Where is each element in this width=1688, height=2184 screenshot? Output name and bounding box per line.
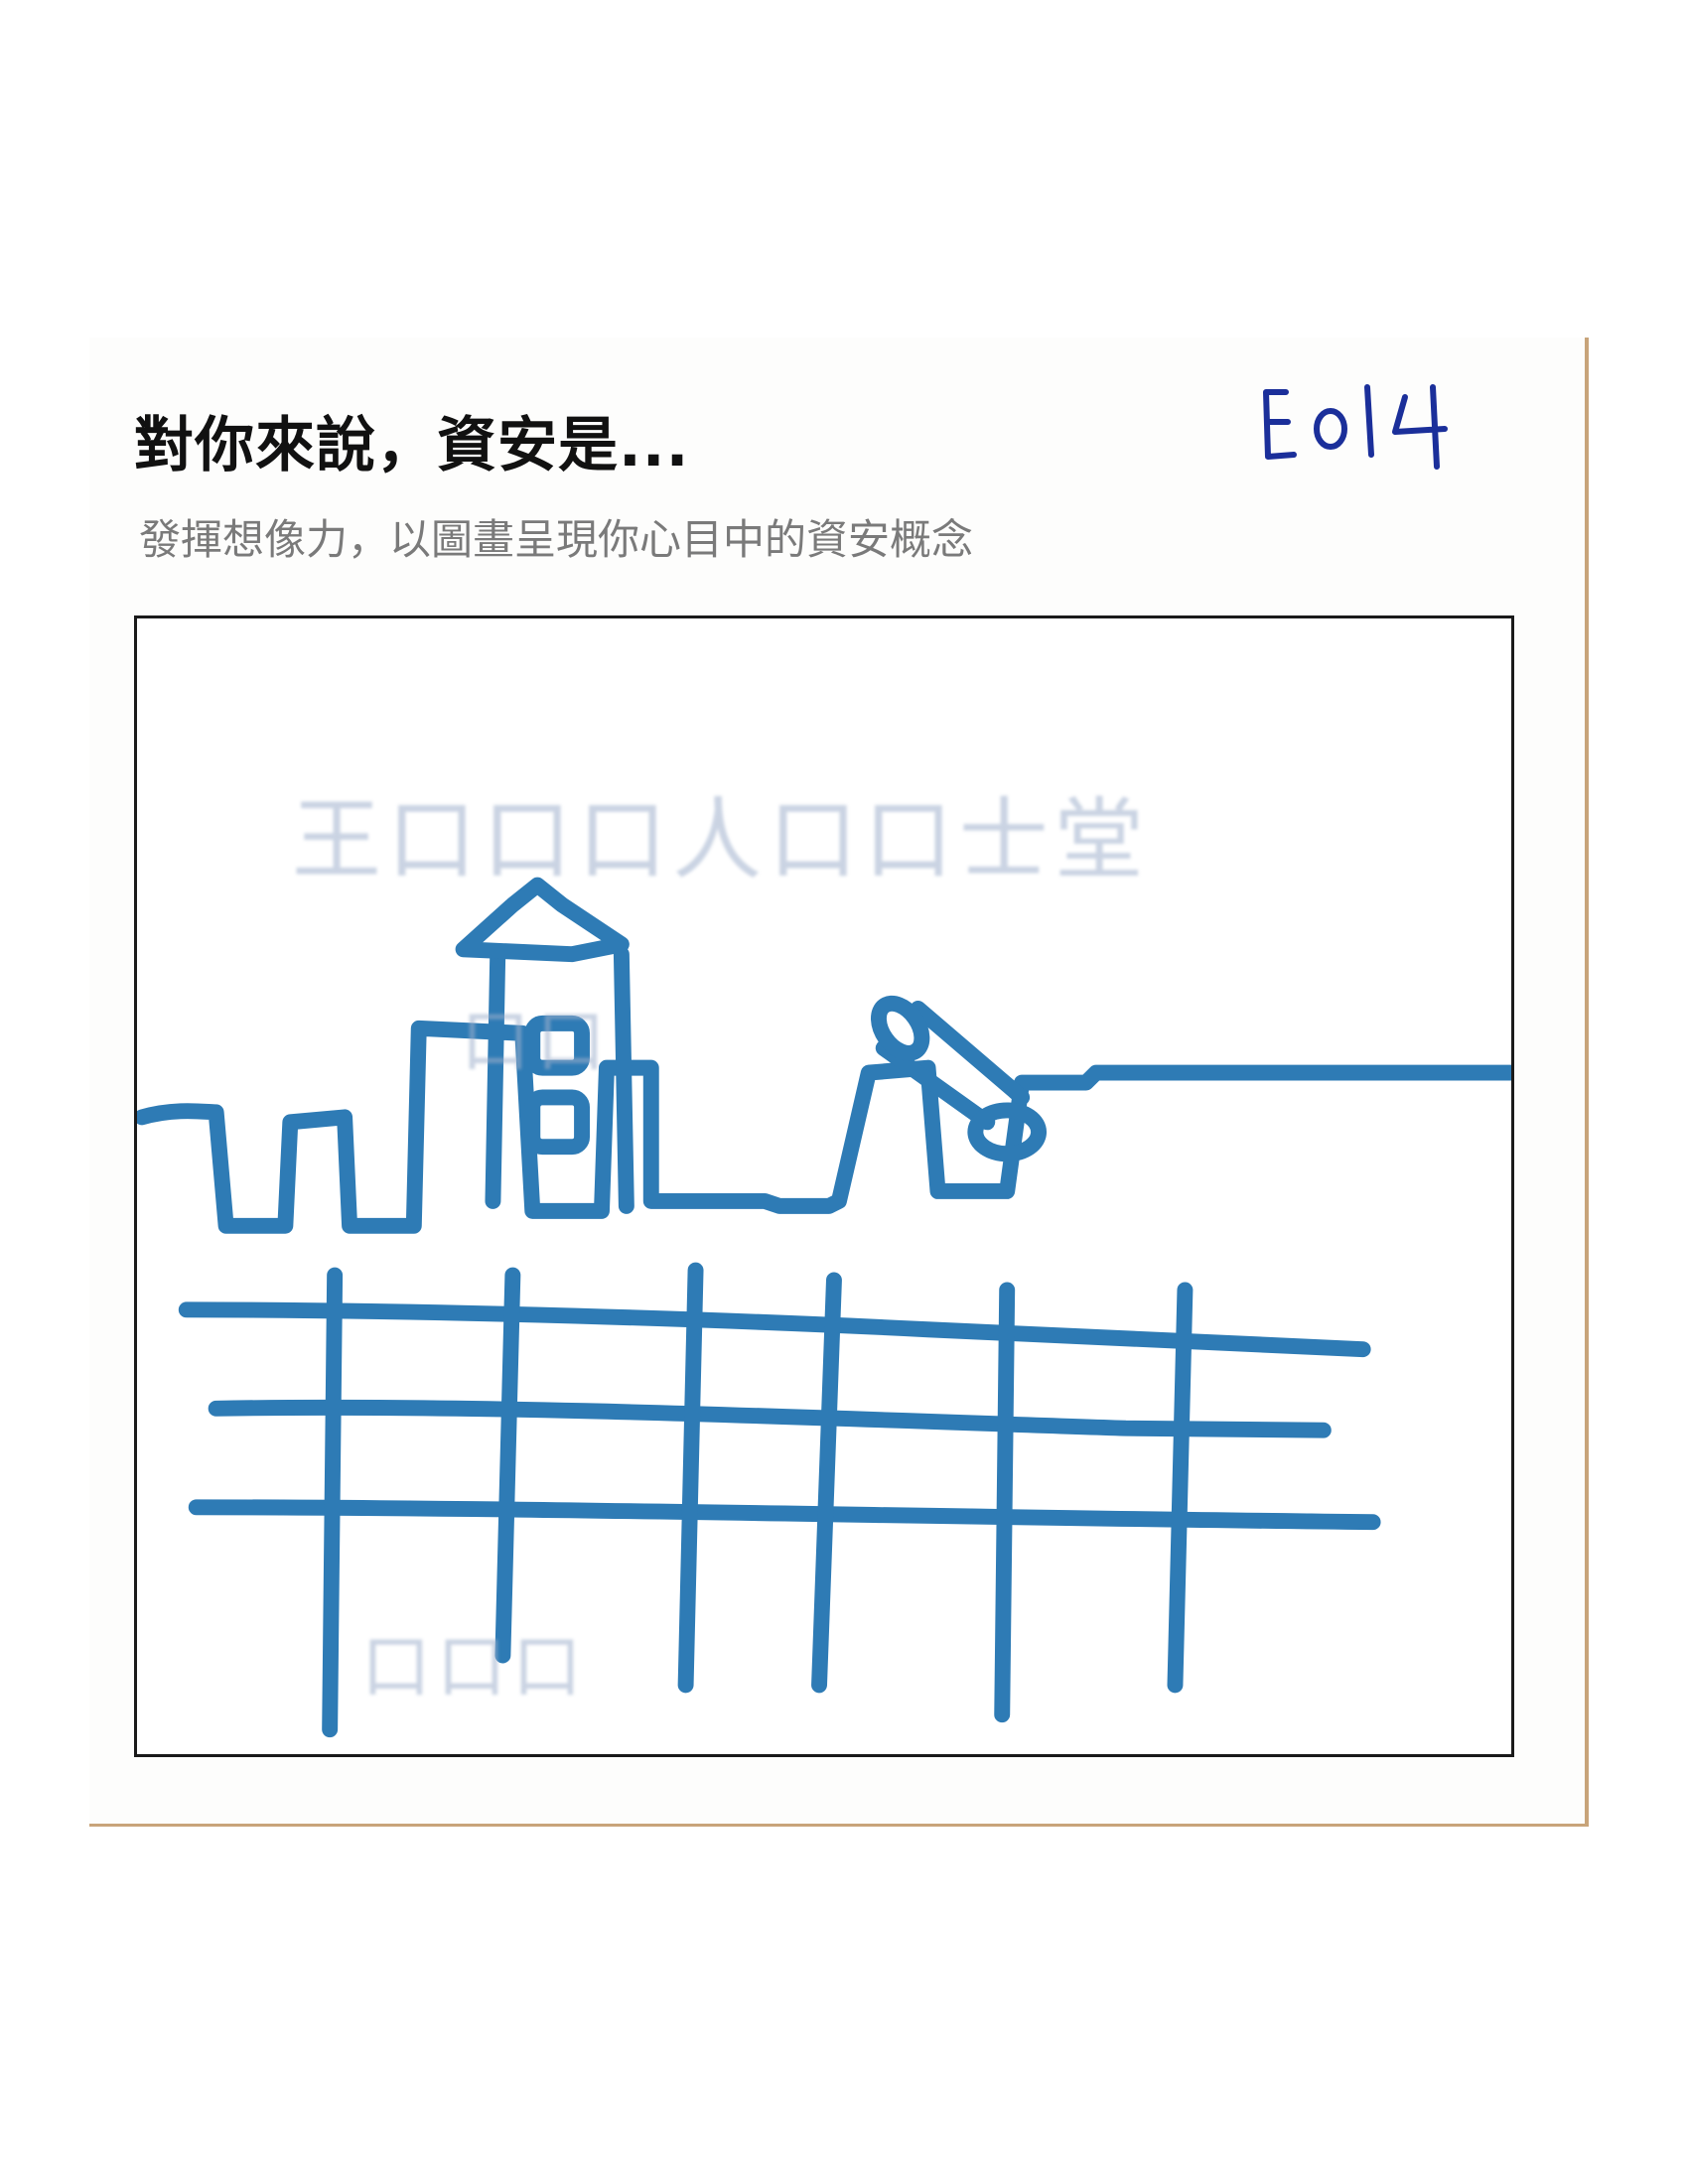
card-title: 對你來說，資安是... [134, 411, 690, 480]
castle-wall [137, 1020, 1511, 1234]
tower-window-top [524, 1015, 591, 1076]
fence-post-4 [811, 1272, 842, 1694]
tower-roof [455, 877, 630, 963]
fence-post-2 [494, 1267, 521, 1664]
show-through-handwriting-3: 口口口 [355, 1626, 582, 1707]
tower [485, 936, 634, 1214]
fence-rail-2 [208, 1399, 1332, 1438]
fence-post-1 [322, 1267, 344, 1738]
fence-rail-1 [178, 1301, 1371, 1358]
cannon [875, 1000, 1031, 1131]
fence-rail-3 [188, 1499, 1381, 1531]
show-through-handwriting-2: 口口 [455, 1001, 606, 1082]
handwritten-code-label [1263, 384, 1448, 470]
castle-drawing [137, 877, 1511, 1738]
survey-card: 對你來說，資安是... 發揮想像力，以圖畫呈現你心目中的資安概念 堂士口口人口口… [89, 338, 1589, 1827]
drawing-area: 堂士口口人口口口王 口口 口口口 [134, 615, 1514, 1757]
show-through-handwriting: 堂士口口人口口口王 [286, 788, 1144, 892]
fence-post-5 [994, 1282, 1016, 1723]
fence-post-6 [1167, 1282, 1194, 1694]
card-subtitle: 發揮想像力，以圖畫呈現你心目中的資安概念 [139, 515, 974, 564]
tower-window-bottom [524, 1089, 591, 1156]
fence-post-3 [677, 1262, 704, 1694]
